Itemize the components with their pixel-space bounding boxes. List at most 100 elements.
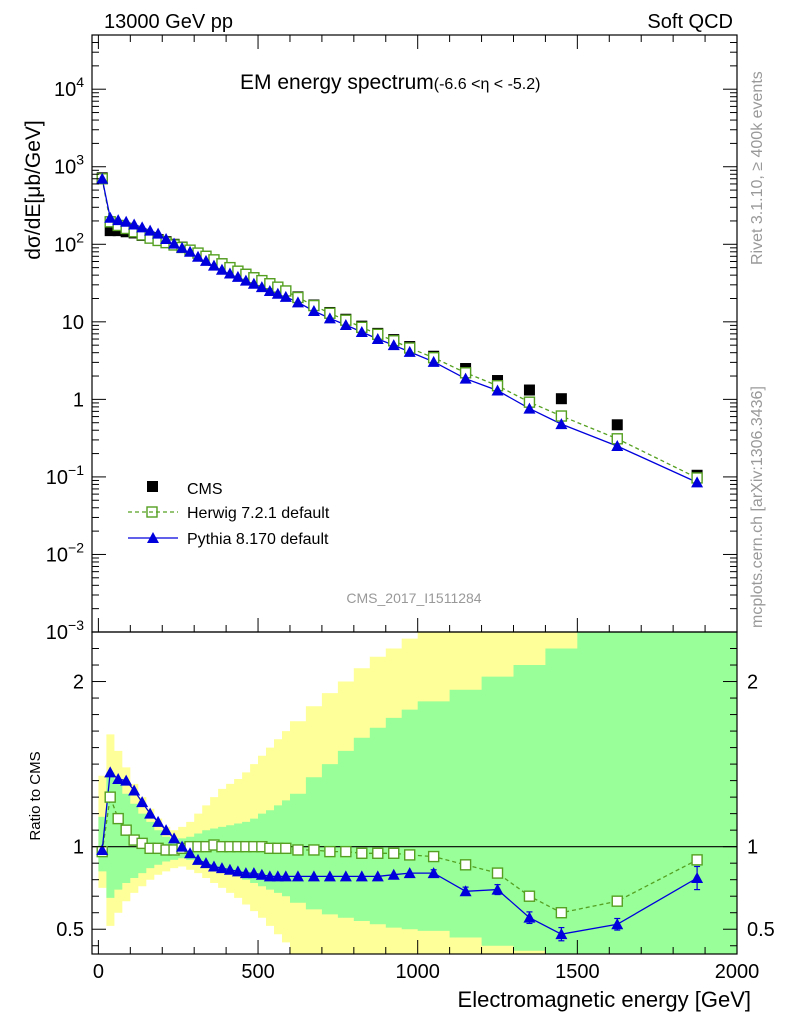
main-plot-area <box>96 172 704 488</box>
main-ytick-label-base: 10 <box>54 234 76 256</box>
pythia-point <box>215 263 228 275</box>
ratio-pythia-point <box>239 867 252 879</box>
ratio-pythia-point <box>184 847 197 859</box>
ratio-pythia-point <box>176 840 189 852</box>
ratio-ytick-label-right: 2 <box>747 672 758 694</box>
legend-herwig-label: Herwig 7.2.1 default <box>187 505 330 522</box>
ratio-herwig-point <box>427 850 440 863</box>
pythia-point <box>176 241 189 253</box>
ratio-pythia-point <box>271 870 284 882</box>
ratio-herwig-point <box>691 854 703 866</box>
ratio-pythia-point <box>128 784 141 796</box>
ratio-pythia-point <box>355 870 368 882</box>
pythia-point <box>555 418 568 430</box>
ratio-herwig-point <box>611 895 623 907</box>
cms-point <box>104 225 116 237</box>
ratio-xtick-label: 1000 <box>395 961 440 983</box>
legend-pythia-marker <box>147 532 159 543</box>
main-ytick-label-base: 10 <box>54 157 76 179</box>
ratio-pythia-point <box>611 918 624 930</box>
ratio-pythia-point <box>247 867 260 879</box>
ratio-herwig-point <box>340 845 352 858</box>
header-left: 13000 GeV pp <box>104 11 233 33</box>
ratio-pythia-point <box>199 857 212 869</box>
pythia-point <box>355 325 368 337</box>
ratio-pythia-point <box>279 870 292 882</box>
ratio-pythia-point <box>207 860 220 872</box>
pythia-point <box>128 218 141 230</box>
ratio-pythia-point <box>523 911 536 923</box>
ratio-uncertainty-bands <box>98 632 737 954</box>
ratio-pythia-point <box>215 862 228 874</box>
pythia-point <box>144 224 157 236</box>
ratio-pythia-point <box>323 870 336 882</box>
pythia-point <box>491 384 504 396</box>
mcplots-label: mcplots.cern.ch [arXiv:1306.3436] <box>749 386 766 628</box>
ratio-herwig-point <box>112 812 124 825</box>
ratio-pythia-point <box>112 772 125 784</box>
ratio-herwig-point <box>280 842 292 855</box>
ratio-herwig-point <box>104 791 116 803</box>
ratio-pythia-point <box>168 832 181 844</box>
legend-herwig-marker <box>146 506 158 518</box>
pythia-point <box>136 221 149 233</box>
ratio-pythia-point <box>255 868 268 880</box>
ratio-pythia-point <box>120 774 133 786</box>
ratio-herwig-point <box>459 859 472 871</box>
main-ytick-label-base: 10 <box>46 467 68 489</box>
ratio-ytick-label-right: 0.5 <box>747 919 775 941</box>
pythia-point <box>199 254 212 266</box>
ratio-pythia-point <box>459 885 472 897</box>
legend: CMS Herwig 7.2.1 default Pythia 8.170 de… <box>128 481 330 548</box>
ratio-herwig-point <box>555 907 568 919</box>
ratio-pythia-point <box>427 867 440 879</box>
ratio-ytick-label-left: 2 <box>73 672 84 694</box>
ratio-pythia-point <box>144 807 157 819</box>
pythia-point <box>339 319 352 331</box>
ratio-herwig-point <box>324 845 336 858</box>
pythia-point <box>387 339 400 351</box>
main-ytick-label-base: 10 <box>46 622 68 644</box>
pythia-point <box>231 270 244 282</box>
pythia-point <box>168 237 181 249</box>
pythia-point <box>271 287 284 299</box>
ratio-pythia-point <box>96 843 109 855</box>
plot-title: EM energy spectrum(-6.6 <η < -5.2) <box>240 71 540 94</box>
ratio-pythia-point <box>291 870 304 882</box>
x-axis-label: Electromagnetic energy [GeV] <box>458 987 751 1012</box>
ratio-pythia-point <box>387 868 400 880</box>
main-ytick-label-exp: 2 <box>76 229 84 245</box>
ratio-pythia-point <box>223 863 236 875</box>
pythia-point <box>184 245 197 257</box>
main-ytick-label-exp: −2 <box>68 539 84 555</box>
ratio-herwig-point <box>404 849 416 861</box>
ratio-xtick-label: 500 <box>241 961 274 983</box>
pythia-point <box>247 277 260 289</box>
analysis-watermark: CMS_2017_I1511284 <box>346 590 481 606</box>
main-ytick-label-base: 10 <box>62 312 84 334</box>
ratio-herwig-point <box>388 847 400 859</box>
main-ytick-label: 104 <box>54 74 84 101</box>
cms-point <box>555 393 567 405</box>
pythia-point <box>611 440 624 452</box>
pythia-point <box>459 372 472 384</box>
pythia-point <box>112 214 125 226</box>
ratio-plot-area <box>92 766 737 942</box>
ratio-pythia-point <box>263 870 276 882</box>
ratio-herwig-point <box>523 890 536 902</box>
main-ytick-label: 10−1 <box>46 462 84 489</box>
ratio-pythia-point <box>231 865 244 877</box>
ratio-pythia-point <box>371 870 384 882</box>
pythia-point <box>96 172 109 184</box>
main-ytick-label-base: 1 <box>73 389 84 411</box>
pythia-point <box>239 274 252 286</box>
pythia-point <box>120 215 133 227</box>
ratio-xtick-label: 2000 <box>715 961 760 983</box>
main-ylabel: dσ/dE[μb/GeV] <box>22 120 45 259</box>
rivet-label: Rivet 3.1.10, ≥ 400k events <box>749 71 766 265</box>
pythia-point <box>192 250 205 262</box>
pythia-point <box>152 227 165 239</box>
legend-cms-label: CMS <box>187 481 223 498</box>
main-ytick-label: 103 <box>54 152 84 179</box>
ratio-pythia-point <box>104 766 117 778</box>
